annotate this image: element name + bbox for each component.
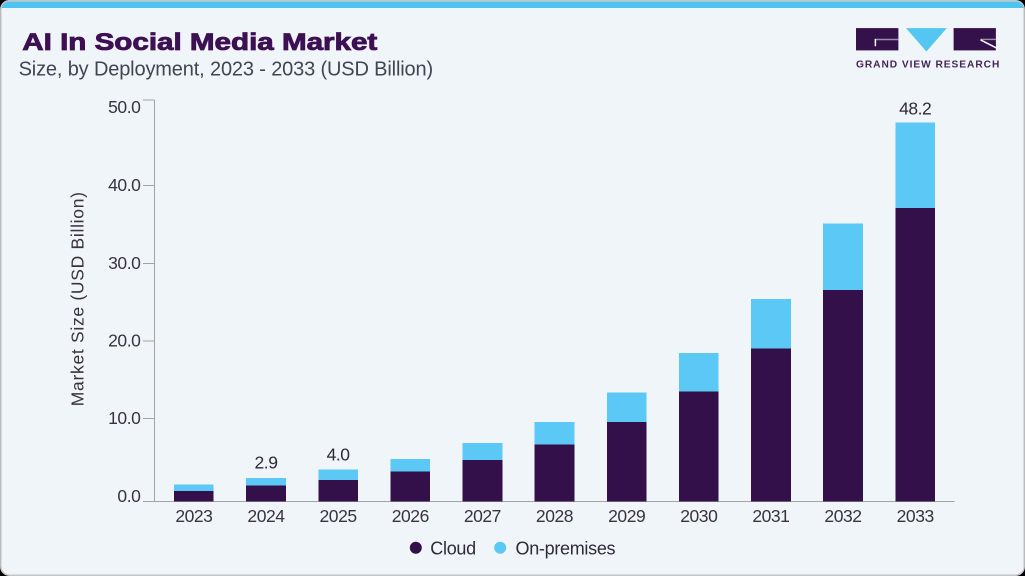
svg-text:2024: 2024: [247, 506, 285, 526]
svg-text:GRAND VIEW RESEARCH: GRAND VIEW RESEARCH: [856, 60, 1000, 71]
svg-text:AI In Social Media Market: AI In Social Media Market: [22, 29, 377, 56]
svg-text:30.0: 30.0: [108, 253, 141, 273]
svg-text:10.0: 10.0: [108, 408, 141, 428]
svg-text:2033: 2033: [897, 506, 934, 526]
svg-text:Cloud: Cloud: [430, 538, 476, 558]
svg-text:2026: 2026: [392, 506, 429, 526]
svg-text:0.0: 0.0: [117, 486, 141, 506]
svg-text:2025: 2025: [320, 506, 357, 526]
svg-text:4.0: 4.0: [327, 444, 351, 464]
svg-text:48.2: 48.2: [899, 98, 931, 118]
svg-text:Size, by Deployment, 2023 - 20: Size, by Deployment, 2023 - 2033 (USD Bi…: [19, 58, 433, 80]
svg-text:40.0: 40.0: [108, 175, 141, 195]
svg-text:2030: 2030: [680, 506, 718, 526]
svg-text:Market Size (USD Billion): Market Size (USD Billion): [67, 191, 87, 406]
svg-text:20.0: 20.0: [108, 331, 141, 351]
svg-text:2029: 2029: [608, 506, 645, 526]
svg-text:2023: 2023: [175, 506, 212, 526]
svg-text:2032: 2032: [824, 506, 861, 526]
svg-text:2027: 2027: [464, 506, 501, 526]
svg-text:2031: 2031: [752, 506, 789, 526]
svg-text:On-premises: On-premises: [516, 538, 616, 558]
svg-text:2028: 2028: [536, 506, 573, 526]
svg-text:2.9: 2.9: [255, 452, 278, 472]
svg-text:50.0: 50.0: [108, 97, 141, 117]
